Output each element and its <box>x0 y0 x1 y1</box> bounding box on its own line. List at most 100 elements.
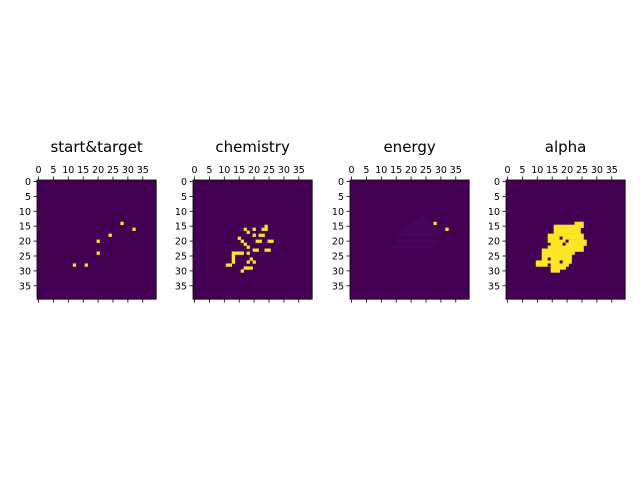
heatmap-row-run <box>541 257 572 261</box>
y-tick-label: 35 <box>488 281 500 292</box>
heatmap-cell <box>234 251 238 255</box>
y-tick-label: 25 <box>19 251 31 262</box>
heatmap-cell <box>445 227 449 231</box>
heatmap-row-run <box>553 224 584 228</box>
x-tick-label: 25 <box>576 165 588 176</box>
heatmap-cell <box>228 263 233 267</box>
heatmap-cell <box>120 221 124 225</box>
heatmap-cell <box>108 233 112 237</box>
x-tick-label: 10 <box>62 165 74 176</box>
heatmap-row-run <box>535 263 569 267</box>
heatmap-cell <box>240 239 244 243</box>
x-tick-label: 15 <box>233 165 245 176</box>
x-tick-label: 0 <box>348 165 354 176</box>
heatmap-row-run <box>535 260 572 264</box>
heatmap-cell <box>237 236 241 240</box>
heatmap-row-run <box>541 248 584 252</box>
heatmap-hole <box>547 263 551 267</box>
heatmap-cell <box>252 227 256 231</box>
heatmap-cell <box>243 242 247 246</box>
x-tick-label: 15 <box>390 165 402 176</box>
heatmap-cell <box>246 251 250 255</box>
x-tick-label: 15 <box>546 165 558 176</box>
x-tick-label: 10 <box>218 165 230 176</box>
axes-frame <box>192 179 313 300</box>
heatmap-cell <box>252 260 256 264</box>
x-tick-label: 20 <box>405 165 417 176</box>
x-tick-label: 35 <box>293 165 305 176</box>
x-tick-label: 25 <box>420 165 432 176</box>
y-tick-label: 5 <box>181 192 187 203</box>
heatmap-cell <box>96 239 100 243</box>
heatmap-cell <box>270 239 274 243</box>
y-tick-label: 25 <box>488 251 500 262</box>
heatmap-cell <box>261 233 265 237</box>
y-tick-label: 20 <box>19 237 31 248</box>
heatmap-faint-row <box>418 215 425 219</box>
x-tick-label: 5 <box>363 165 369 176</box>
heatmap-cell <box>249 266 253 270</box>
axes-frame <box>349 179 470 300</box>
x-tick-label: 30 <box>591 165 603 176</box>
heatmap-faint-row <box>415 218 428 222</box>
heatmap-hole <box>559 236 563 240</box>
heatmap-cell <box>255 239 259 243</box>
y-tick-label: 25 <box>175 251 187 262</box>
heatmap-row-run <box>550 266 566 270</box>
heatmap-cell <box>243 227 247 231</box>
panel-title-alpha: alpha <box>545 138 587 156</box>
panel-title-energy: energy <box>383 138 435 156</box>
y-tick-label: 25 <box>332 251 344 262</box>
x-tick-label: 0 <box>504 165 510 176</box>
y-tick-label: 30 <box>175 266 187 277</box>
heatmap-row-run <box>550 242 587 246</box>
heatmap-cell <box>246 230 250 234</box>
x-tick-label: 10 <box>375 165 387 176</box>
heatmap-cell <box>225 263 230 267</box>
y-tick-label: 30 <box>19 266 31 277</box>
y-tick-label: 5 <box>338 192 344 203</box>
heatmap-faint-row <box>397 233 440 237</box>
heatmap-cell <box>237 251 241 255</box>
heatmap-cell <box>246 260 250 264</box>
x-tick-label: 35 <box>606 165 618 176</box>
panel-title-chemistry: chemistry <box>215 138 290 156</box>
y-tick-label: 10 <box>175 207 187 218</box>
heatmap-cell <box>240 269 244 273</box>
x-tick-label: 25 <box>263 165 275 176</box>
heatmap-cell <box>252 248 256 252</box>
heatmap-cell <box>72 263 77 267</box>
panel-start-target: start&target 0 5 10 15 20 25 30 350510152025303… <box>19 138 157 303</box>
heatmap-row-run <box>553 227 581 231</box>
y-tick-label: 10 <box>488 207 500 218</box>
heatmap-cell <box>267 239 271 243</box>
heatmap-cell <box>231 254 236 258</box>
heatmap-background <box>193 180 313 300</box>
x-tick-label: 10 <box>531 165 543 176</box>
heatmap-cell <box>264 224 268 228</box>
heatmap-row-run <box>541 254 572 258</box>
panel-title-start-target: start&target <box>50 138 142 156</box>
heatmap-cell <box>258 239 262 243</box>
heatmap-cell <box>231 251 236 255</box>
heatmap-cell <box>249 257 253 261</box>
heatmap-cell <box>240 251 244 255</box>
x-tick-label: 15 <box>77 165 89 176</box>
x-tick-label: 30 <box>278 165 290 176</box>
heatmap-faint-row <box>400 230 440 234</box>
heatmap-hole <box>562 242 566 246</box>
heatmap-faint-row <box>409 224 434 228</box>
y-tick-label: 15 <box>332 222 344 233</box>
heatmap-cell <box>96 251 100 255</box>
heatmap-cell <box>246 266 250 270</box>
heatmap-row-run <box>547 233 584 237</box>
x-tick-label: 5 <box>206 165 212 176</box>
heatmap-row-run <box>541 251 575 255</box>
x-tick-label: 35 <box>137 165 149 176</box>
heatmap-cell <box>231 260 236 264</box>
y-tick-label: 35 <box>175 281 187 292</box>
y-tick-label: 0 <box>338 177 344 188</box>
